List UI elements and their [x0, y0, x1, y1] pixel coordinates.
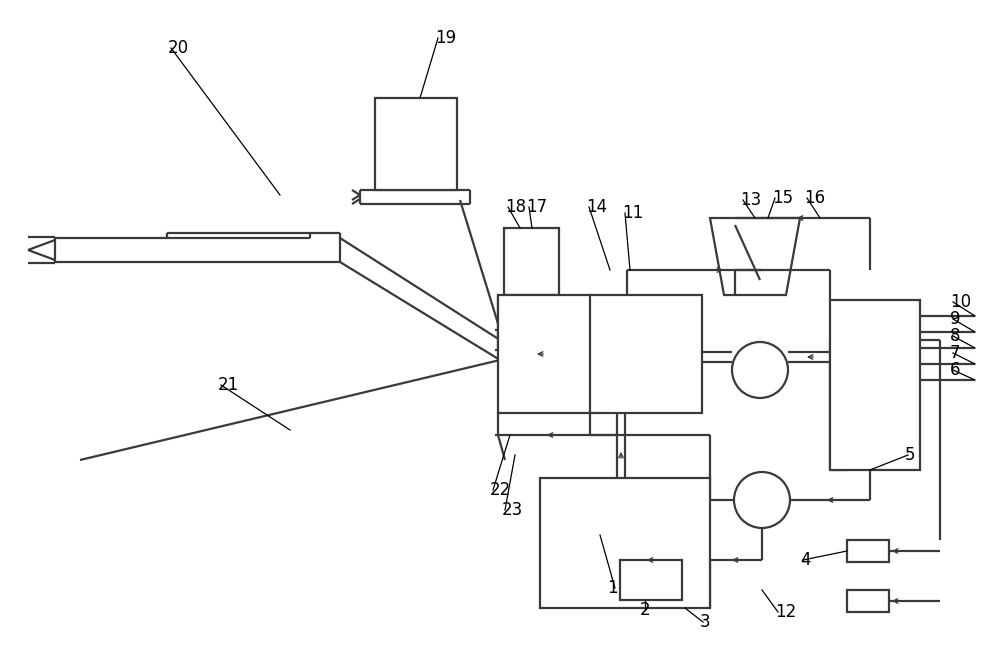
- Text: 3: 3: [700, 613, 711, 631]
- Text: 8: 8: [950, 327, 960, 345]
- Text: 10: 10: [950, 293, 971, 311]
- Text: 1: 1: [607, 579, 618, 597]
- Text: 13: 13: [740, 191, 761, 209]
- Text: 20: 20: [168, 39, 189, 57]
- Text: 22: 22: [490, 481, 511, 499]
- Text: 6: 6: [950, 361, 960, 379]
- Text: 5: 5: [905, 446, 916, 464]
- Text: 2: 2: [640, 601, 651, 619]
- Text: 4: 4: [800, 551, 810, 569]
- Bar: [504, 228, 559, 295]
- Bar: [830, 300, 920, 470]
- Text: 17: 17: [526, 198, 547, 216]
- Text: 23: 23: [502, 501, 523, 519]
- Text: 14: 14: [586, 198, 607, 216]
- Text: 21: 21: [218, 376, 239, 394]
- Text: 12: 12: [775, 603, 796, 621]
- Text: 11: 11: [622, 204, 643, 222]
- Bar: [590, 295, 702, 413]
- Text: 19: 19: [435, 29, 456, 47]
- Bar: [498, 295, 591, 413]
- Text: 18: 18: [505, 198, 526, 216]
- Text: 16: 16: [804, 189, 825, 207]
- Bar: [847, 540, 889, 562]
- Text: 7: 7: [950, 344, 960, 362]
- Bar: [540, 478, 710, 608]
- Bar: [375, 98, 457, 190]
- Bar: [620, 560, 682, 600]
- Text: 15: 15: [772, 189, 793, 207]
- Bar: [847, 590, 889, 612]
- Text: 9: 9: [950, 310, 960, 328]
